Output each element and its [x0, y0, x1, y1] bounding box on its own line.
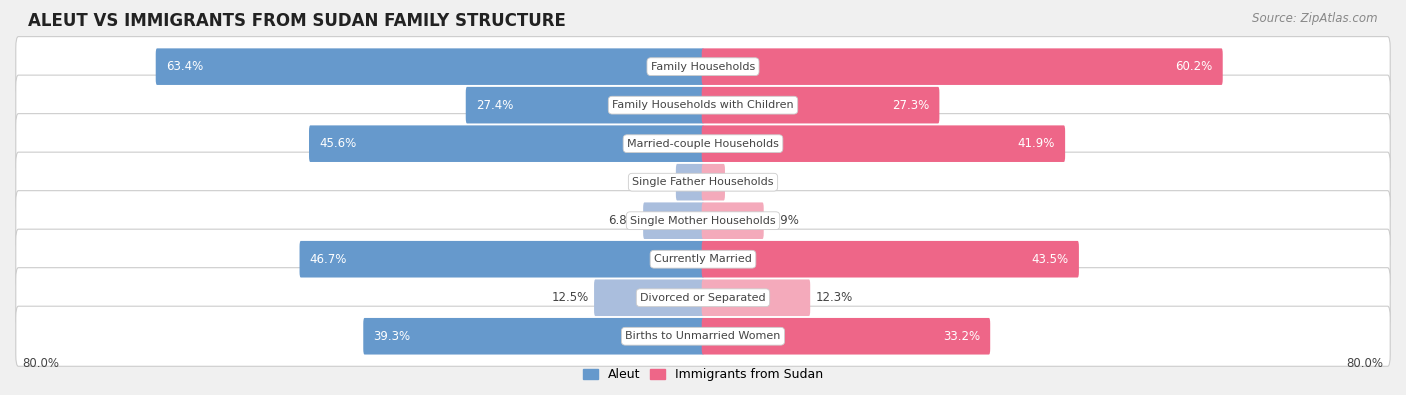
FancyBboxPatch shape — [702, 279, 810, 316]
FancyBboxPatch shape — [702, 241, 1078, 278]
FancyBboxPatch shape — [595, 279, 704, 316]
Text: 3.0%: 3.0% — [641, 176, 671, 189]
FancyBboxPatch shape — [702, 202, 763, 239]
Text: 33.2%: 33.2% — [943, 330, 980, 343]
FancyBboxPatch shape — [15, 114, 1391, 174]
Text: 2.4%: 2.4% — [731, 176, 761, 189]
FancyBboxPatch shape — [299, 241, 704, 278]
FancyBboxPatch shape — [702, 48, 1223, 85]
Text: Married-couple Households: Married-couple Households — [627, 139, 779, 149]
Text: Single Mother Households: Single Mother Households — [630, 216, 776, 226]
FancyBboxPatch shape — [15, 268, 1391, 328]
FancyBboxPatch shape — [15, 306, 1391, 366]
FancyBboxPatch shape — [702, 164, 725, 201]
Text: 27.4%: 27.4% — [475, 99, 513, 112]
FancyBboxPatch shape — [363, 318, 704, 355]
Text: Currently Married: Currently Married — [654, 254, 752, 264]
FancyBboxPatch shape — [309, 125, 704, 162]
Legend: Aleut, Immigrants from Sudan: Aleut, Immigrants from Sudan — [578, 363, 828, 386]
Text: 80.0%: 80.0% — [22, 357, 59, 371]
Text: Births to Unmarried Women: Births to Unmarried Women — [626, 331, 780, 341]
Text: 80.0%: 80.0% — [1347, 357, 1384, 371]
Text: 45.6%: 45.6% — [319, 137, 356, 150]
FancyBboxPatch shape — [156, 48, 704, 85]
FancyBboxPatch shape — [15, 152, 1391, 212]
Text: 39.3%: 39.3% — [373, 330, 411, 343]
Text: Family Households: Family Households — [651, 62, 755, 71]
FancyBboxPatch shape — [643, 202, 704, 239]
Text: 12.3%: 12.3% — [815, 291, 853, 304]
Text: 60.2%: 60.2% — [1175, 60, 1213, 73]
Text: Single Father Households: Single Father Households — [633, 177, 773, 187]
Text: Divorced or Separated: Divorced or Separated — [640, 293, 766, 303]
Text: 12.5%: 12.5% — [551, 291, 589, 304]
Text: Source: ZipAtlas.com: Source: ZipAtlas.com — [1253, 12, 1378, 25]
FancyBboxPatch shape — [15, 191, 1391, 251]
FancyBboxPatch shape — [15, 37, 1391, 97]
Text: Family Households with Children: Family Households with Children — [612, 100, 794, 110]
FancyBboxPatch shape — [676, 164, 704, 201]
FancyBboxPatch shape — [702, 318, 990, 355]
Text: 41.9%: 41.9% — [1018, 137, 1056, 150]
FancyBboxPatch shape — [465, 87, 704, 124]
Text: 43.5%: 43.5% — [1032, 253, 1069, 266]
Text: 27.3%: 27.3% — [893, 99, 929, 112]
Text: 6.9%: 6.9% — [769, 214, 799, 227]
Text: 63.4%: 63.4% — [166, 60, 202, 73]
FancyBboxPatch shape — [702, 125, 1066, 162]
Text: 6.8%: 6.8% — [607, 214, 637, 227]
FancyBboxPatch shape — [15, 75, 1391, 135]
Text: ALEUT VS IMMIGRANTS FROM SUDAN FAMILY STRUCTURE: ALEUT VS IMMIGRANTS FROM SUDAN FAMILY ST… — [28, 12, 567, 30]
FancyBboxPatch shape — [15, 229, 1391, 289]
Text: 46.7%: 46.7% — [309, 253, 347, 266]
FancyBboxPatch shape — [702, 87, 939, 124]
